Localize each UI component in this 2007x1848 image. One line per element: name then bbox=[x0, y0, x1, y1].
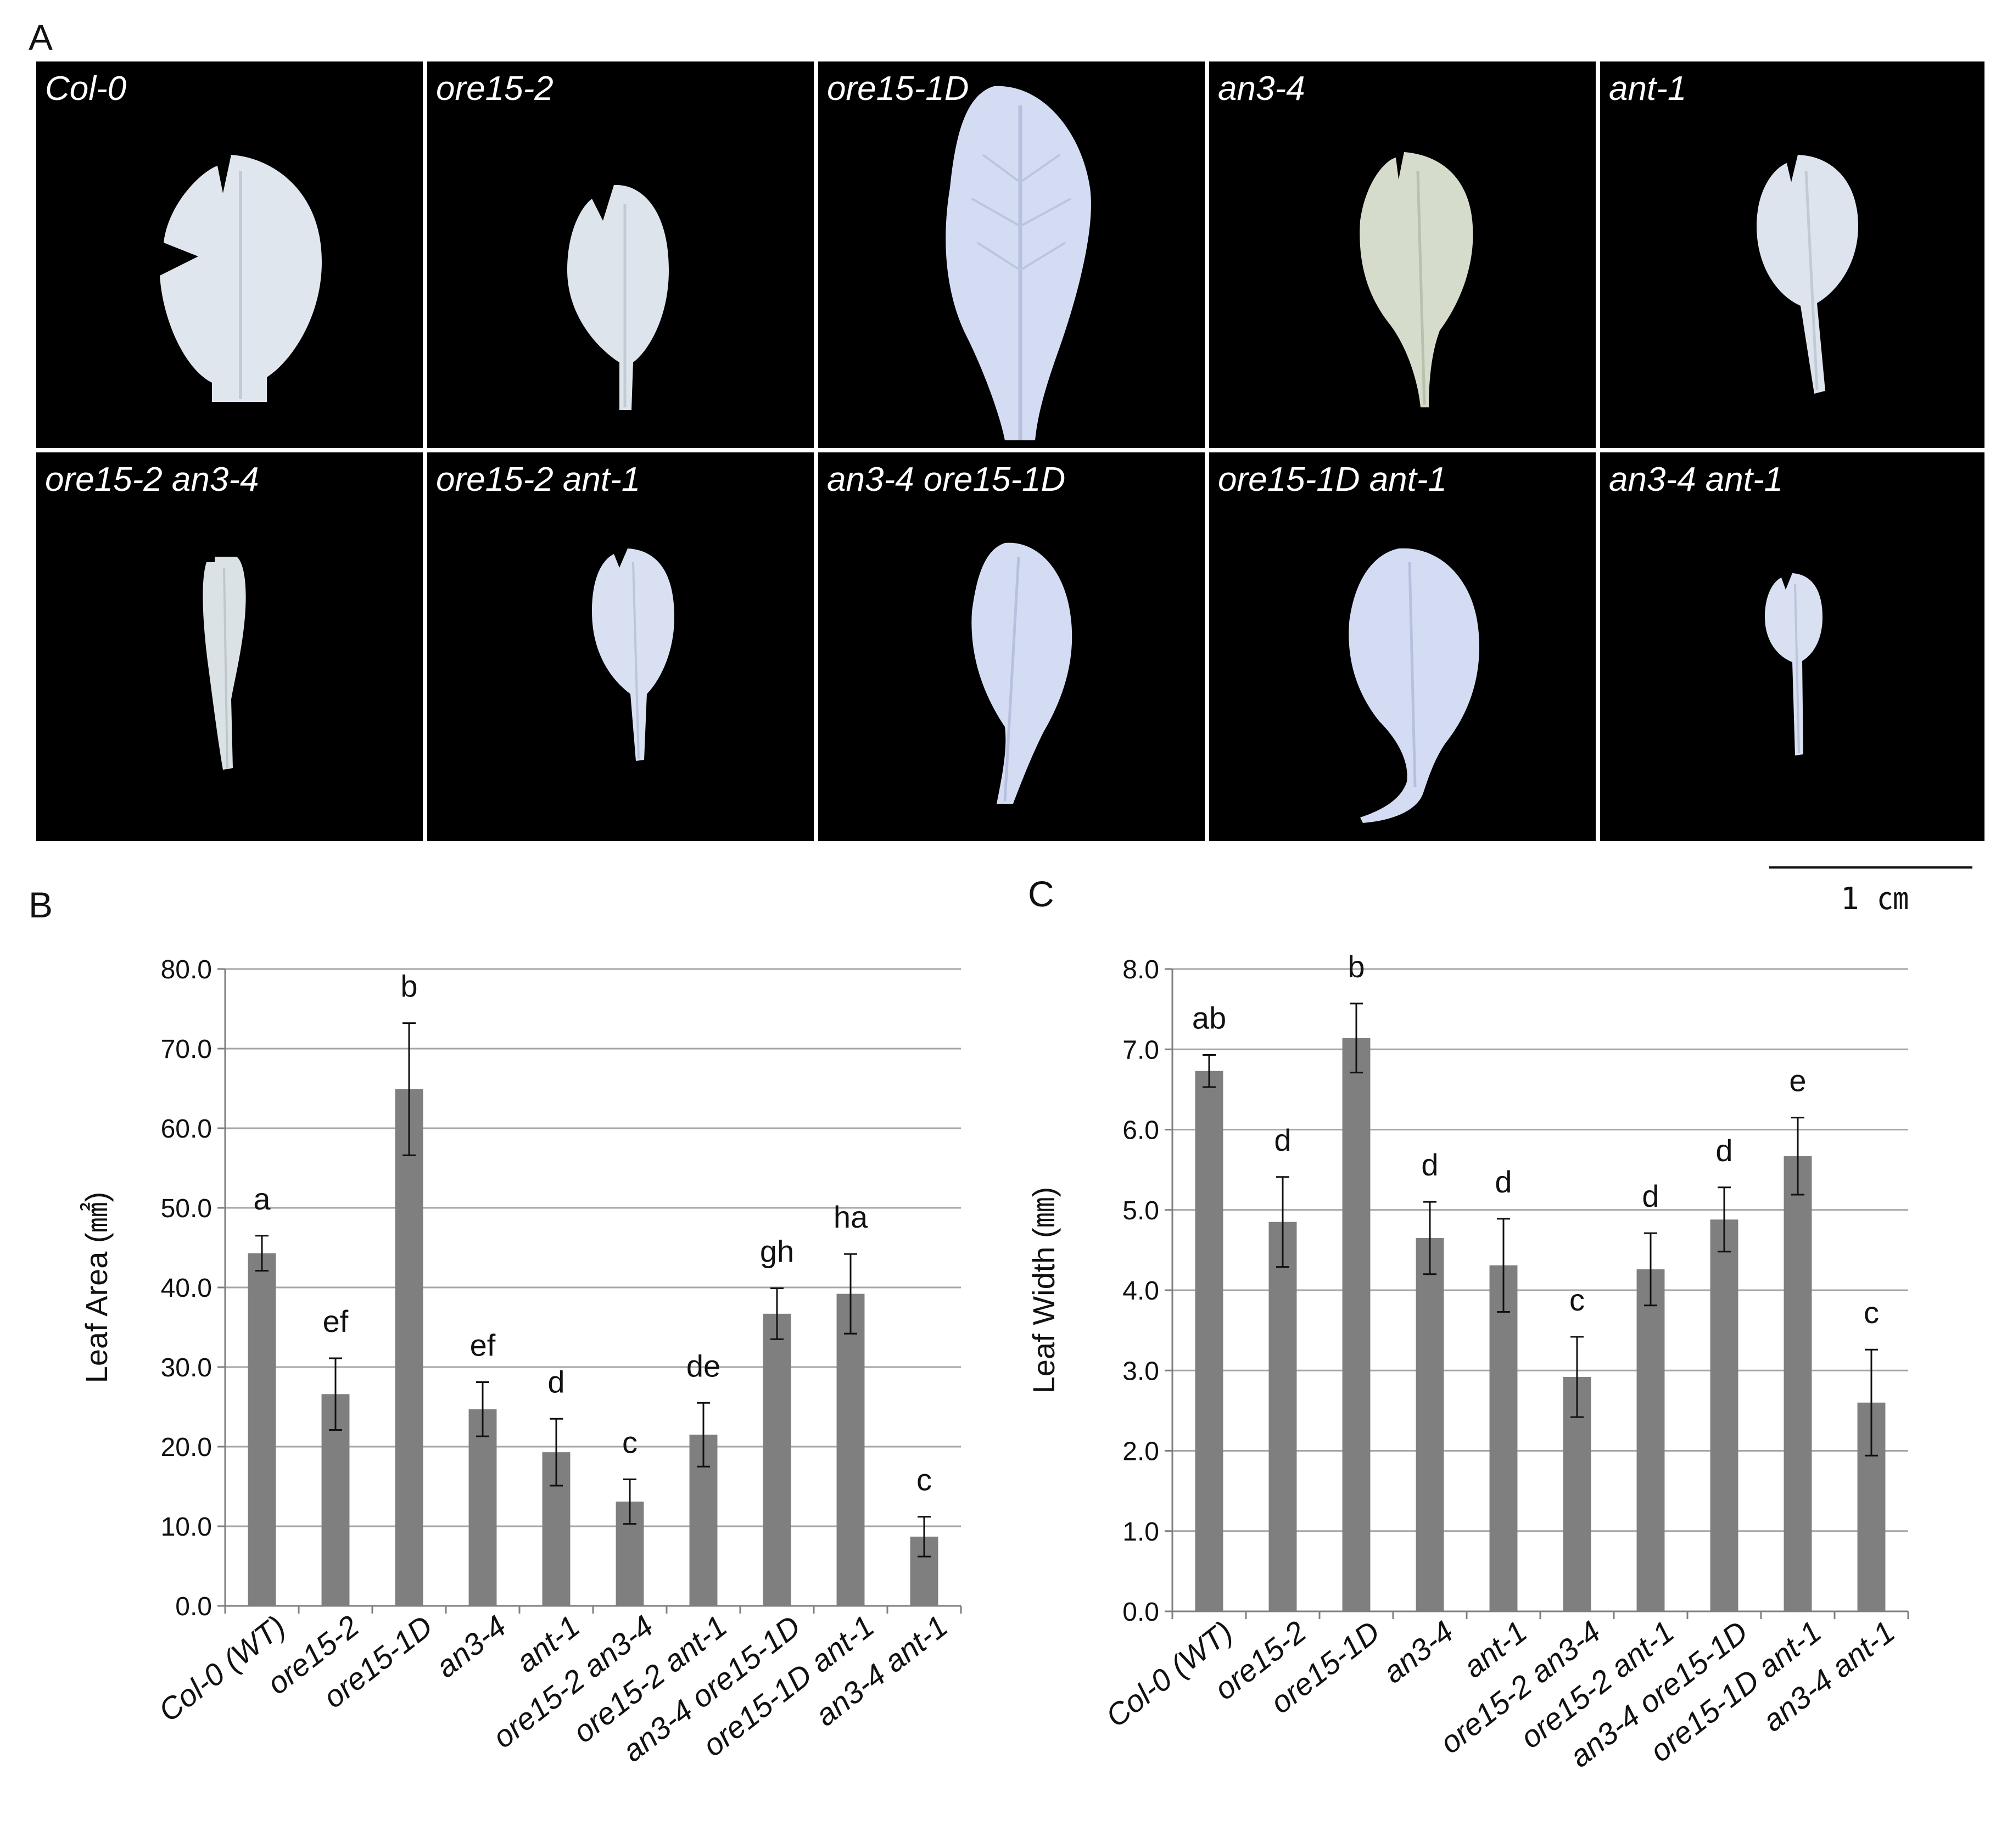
photo-panel-ore151d-ant1: ore15-1D ant-1 bbox=[1209, 452, 1596, 841]
significance-letter: d bbox=[1274, 1123, 1291, 1157]
photo-panel-col0: Col-0 bbox=[36, 61, 423, 448]
leaf-ant1 bbox=[1757, 155, 1858, 394]
category-label: an3-4 bbox=[1377, 1614, 1460, 1690]
y-tick-label: 3.0 bbox=[1122, 1357, 1159, 1386]
leaf-an34 bbox=[1360, 152, 1473, 407]
panel-label-c: C bbox=[1028, 873, 1054, 914]
leaf-ore151d bbox=[946, 86, 1091, 441]
significance-letter: c bbox=[622, 1425, 638, 1459]
photo-panel-an34-ant1: an3-4 ant-1 bbox=[1600, 452, 1984, 841]
y-tick-label: 2.0 bbox=[1122, 1437, 1159, 1466]
leaf-ore152-an34 bbox=[203, 557, 246, 770]
leaf-ore152 bbox=[567, 184, 669, 410]
y-tick-label: 60.0 bbox=[161, 1115, 212, 1144]
leaf-an34-ant1 bbox=[1765, 573, 1822, 755]
y-axis-label: Leaf Area (㎟) bbox=[79, 1192, 114, 1384]
y-axis-label: Leaf Width (㎜) bbox=[1026, 1187, 1061, 1394]
leaf-col0 bbox=[160, 155, 322, 402]
y-tick-label: 1.0 bbox=[1122, 1517, 1159, 1547]
leaf-area-chart: 0.010.020.030.040.050.060.070.080.0aCol-… bbox=[79, 955, 962, 1768]
y-tick-label: 6.0 bbox=[1122, 1116, 1159, 1145]
bar bbox=[1636, 1269, 1665, 1611]
leaf-an34-ore151d bbox=[971, 542, 1072, 804]
significance-letter: b bbox=[400, 969, 417, 1004]
panel-label-a: A bbox=[29, 17, 53, 58]
significance-letter: c bbox=[1864, 1295, 1879, 1330]
y-tick-label: 50.0 bbox=[161, 1194, 212, 1223]
photo-label: ore15-1D bbox=[827, 70, 969, 108]
y-tick-label: 10.0 bbox=[161, 1513, 212, 1542]
y-tick-label: 8.0 bbox=[1122, 955, 1159, 984]
photo-label: ore15-2 ant-1 bbox=[436, 461, 641, 499]
significance-letter: c bbox=[916, 1463, 932, 1497]
photo-label: ore15-2 bbox=[436, 70, 554, 108]
bar bbox=[395, 1089, 423, 1606]
significance-letter: e bbox=[1789, 1063, 1806, 1098]
significance-letter: ab bbox=[1192, 1000, 1226, 1035]
photo-label: an3-4 bbox=[1218, 70, 1305, 108]
significance-letter: ef bbox=[323, 1304, 349, 1339]
photo-label: ore15-2 an3-4 bbox=[45, 461, 259, 499]
leaf-ore152-ant1 bbox=[592, 548, 674, 761]
y-tick-label: 5.0 bbox=[1122, 1196, 1159, 1225]
y-tick-label: 40.0 bbox=[161, 1274, 212, 1303]
bar bbox=[468, 1409, 497, 1606]
significance-letter: ha bbox=[834, 1200, 868, 1234]
photo-panel-an34-ore151d: an3-4 ore15-1D bbox=[818, 452, 1205, 841]
significance-letter: d bbox=[1715, 1133, 1732, 1168]
y-tick-label: 20.0 bbox=[161, 1433, 212, 1462]
bar bbox=[1416, 1237, 1444, 1611]
photo-panel-an34: an3-4 bbox=[1209, 61, 1596, 448]
bar bbox=[1195, 1071, 1223, 1611]
y-tick-label: 0.0 bbox=[1122, 1598, 1159, 1627]
photo-panel-ore152-an34: ore15-2 an3-4 bbox=[36, 452, 423, 841]
photo-panel-ant1: ant-1 bbox=[1600, 61, 1984, 448]
photo-label: an3-4 ore15-1D bbox=[827, 461, 1066, 499]
photo-label: an3-4 ant-1 bbox=[1609, 461, 1784, 499]
photo-panel-ore152: ore15-2 bbox=[427, 61, 814, 448]
bar bbox=[248, 1253, 276, 1606]
bar bbox=[1710, 1219, 1738, 1611]
photo-label: Col-0 bbox=[45, 70, 127, 108]
bar bbox=[836, 1293, 865, 1606]
photo-panel-ore151d: ore15-1D bbox=[818, 61, 1205, 448]
significance-letter: gh bbox=[760, 1234, 794, 1268]
y-tick-label: 30.0 bbox=[161, 1353, 212, 1382]
photo-panel-ore152-ant1: ore15-2 ant-1 bbox=[427, 452, 814, 841]
bar bbox=[1268, 1222, 1297, 1611]
significance-letter: d bbox=[1495, 1164, 1512, 1199]
y-tick-label: 80.0 bbox=[161, 955, 212, 984]
significance-letter: b bbox=[1348, 949, 1365, 984]
significance-letter: ef bbox=[470, 1328, 496, 1363]
bar bbox=[1784, 1156, 1812, 1611]
scale-bar-label: 1 ㎝ bbox=[1841, 881, 1909, 917]
significance-letter: c bbox=[1569, 1283, 1585, 1317]
bar bbox=[763, 1313, 791, 1606]
significance-letter: d bbox=[1421, 1147, 1438, 1182]
y-tick-label: 70.0 bbox=[161, 1035, 212, 1064]
leaf-ore151d-ant1 bbox=[1349, 548, 1479, 823]
y-tick-label: 0.0 bbox=[175, 1592, 212, 1621]
photo-label: ore15-1D ant-1 bbox=[1218, 461, 1447, 499]
bar bbox=[1489, 1265, 1518, 1611]
photo-label: ant-1 bbox=[1609, 70, 1687, 108]
significance-letter: d bbox=[547, 1364, 564, 1399]
leaf-photo-grid: Col-0 ore15-2 ore15-1D an3-4 bbox=[36, 61, 1984, 841]
panel-label-b: B bbox=[29, 884, 53, 925]
bar bbox=[1342, 1038, 1371, 1611]
scale-bar bbox=[1769, 866, 1972, 869]
y-tick-label: 7.0 bbox=[1122, 1035, 1159, 1065]
significance-letter: a bbox=[253, 1181, 271, 1216]
y-tick-label: 4.0 bbox=[1122, 1276, 1159, 1306]
significance-letter: de bbox=[686, 1348, 720, 1383]
significance-letter: d bbox=[1642, 1179, 1659, 1213]
category-label: an3-4 bbox=[429, 1609, 513, 1684]
